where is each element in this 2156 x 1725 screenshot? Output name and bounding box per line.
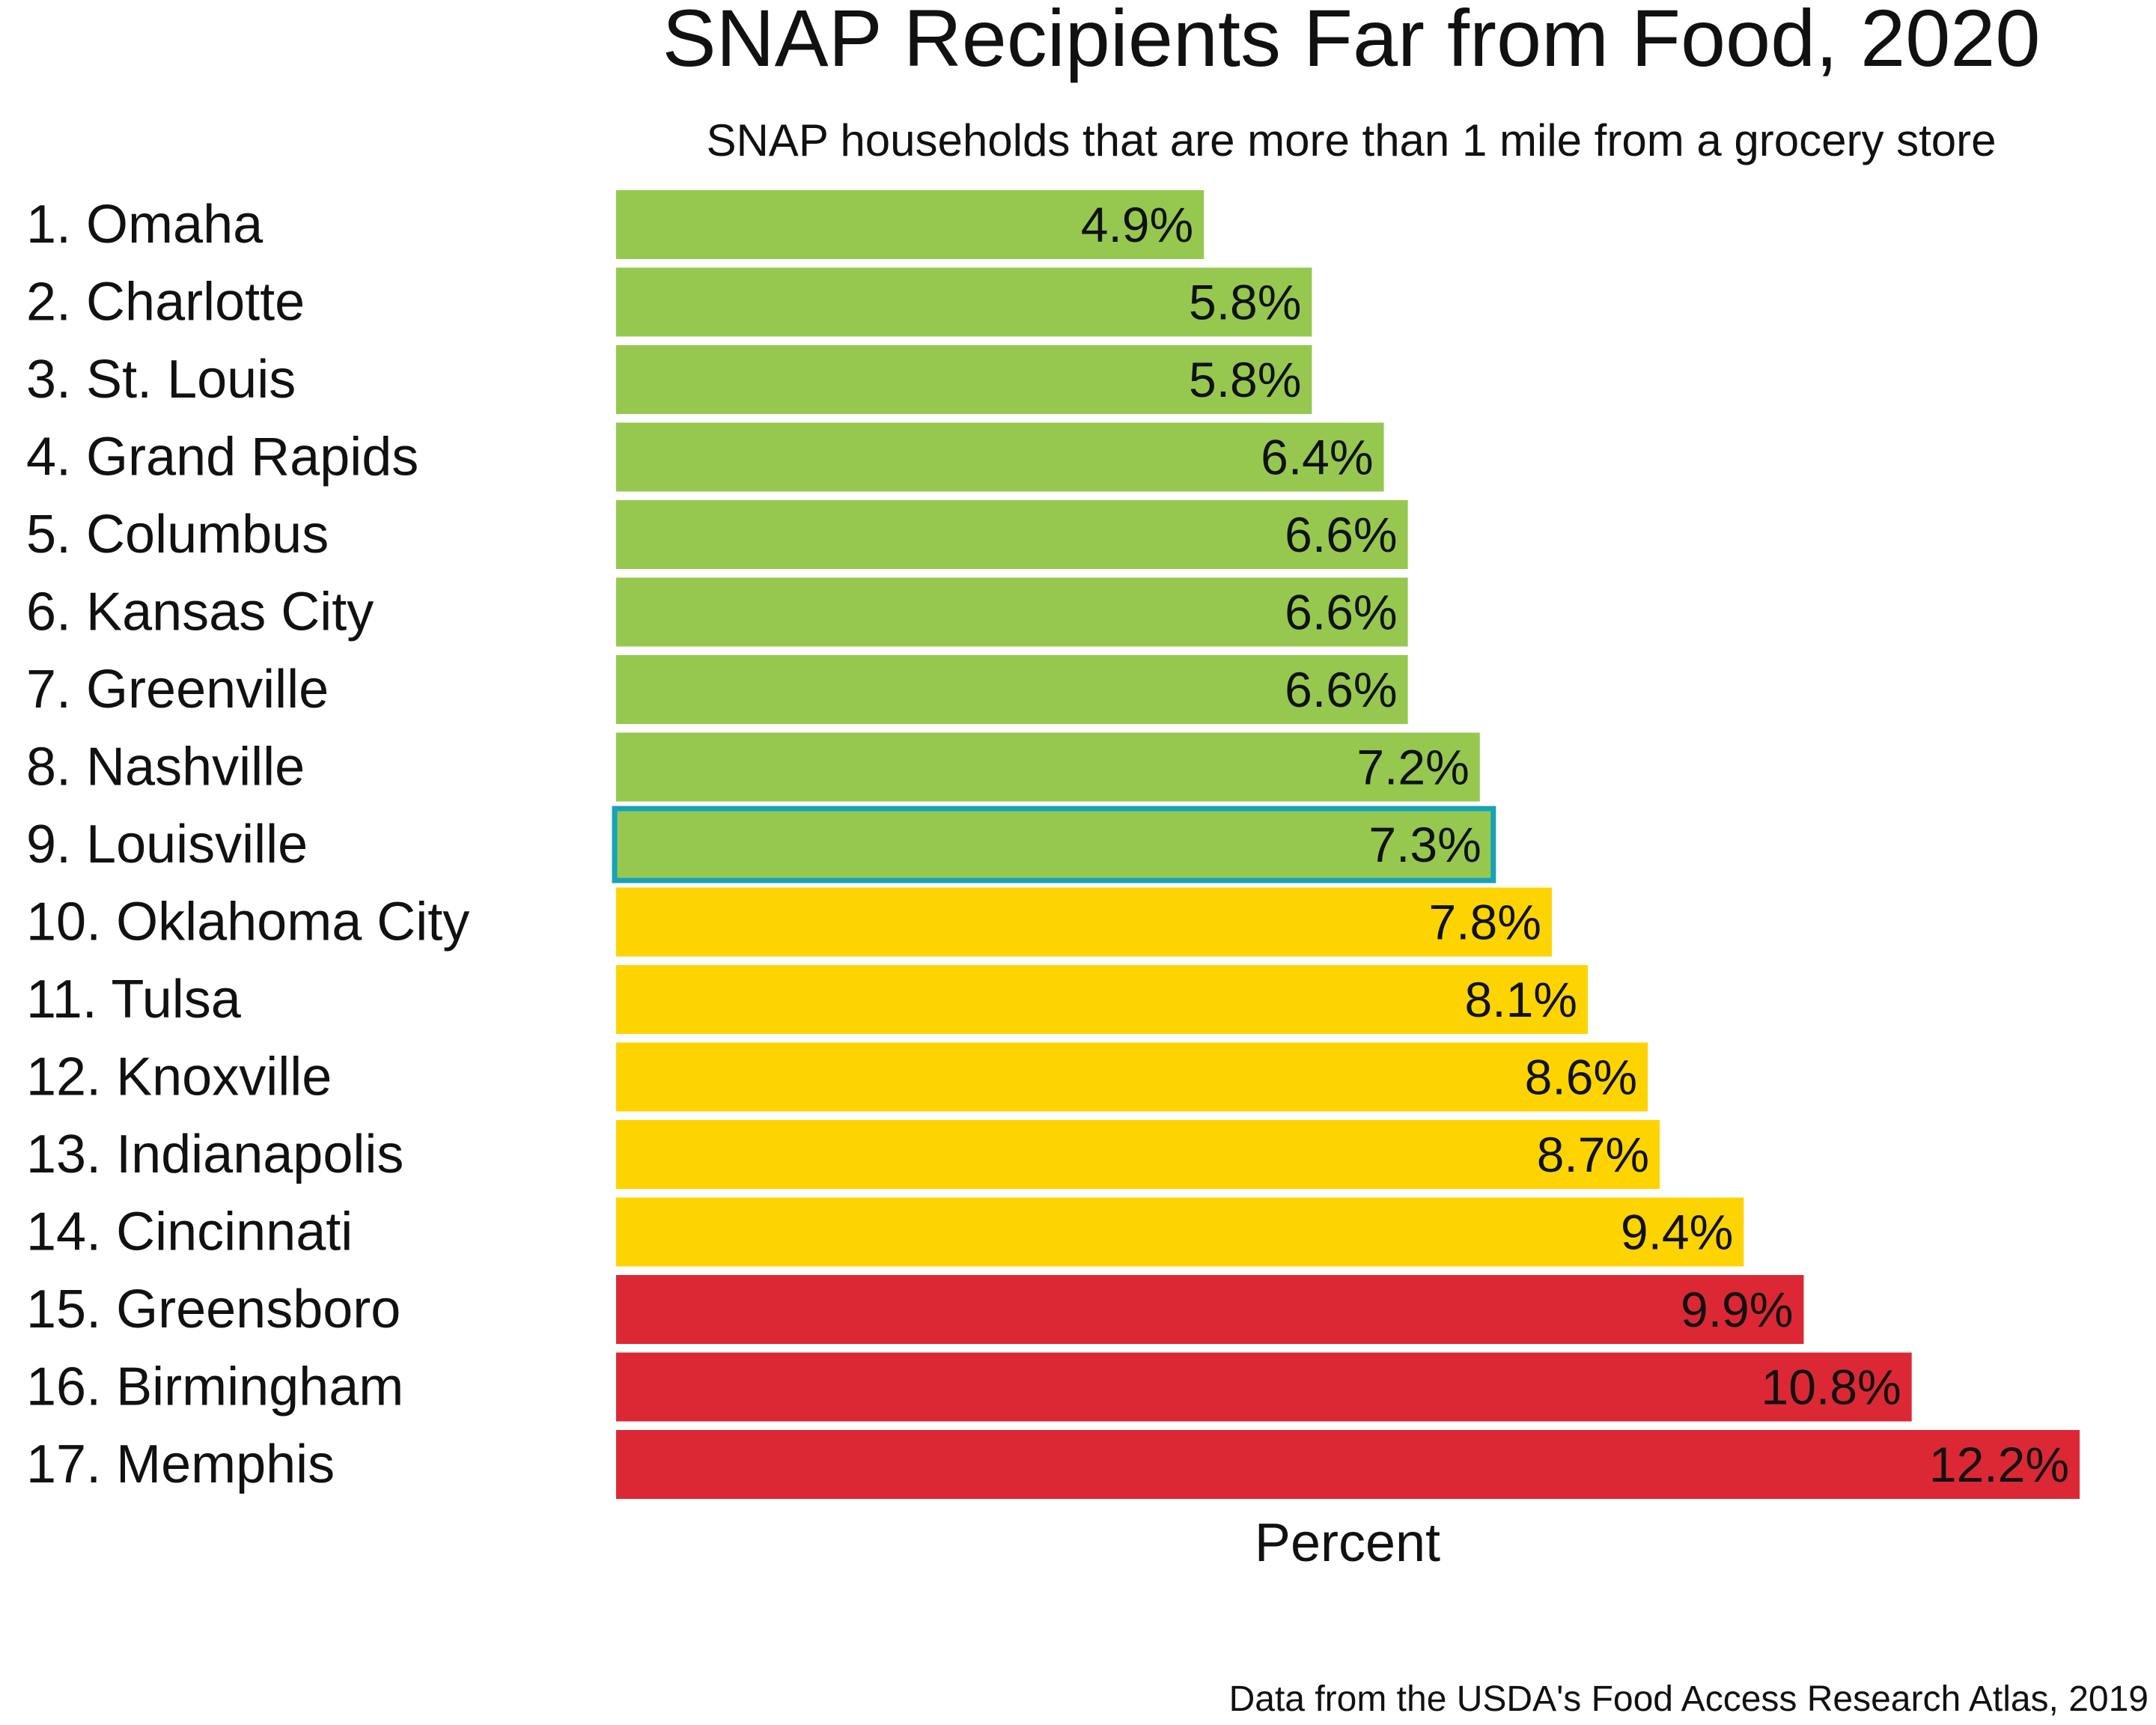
bar-11 [616,965,1588,1034]
category-label-17: 17. Memphis [26,1435,335,1494]
bar-16 [616,1352,1912,1422]
category-label-9: 9. Louisville [26,815,308,874]
value-label-7: 6.6% [1285,662,1397,717]
value-label-5: 6.6% [1285,507,1397,562]
category-labels-group: 1. Omaha 2. Charlotte 3. St. Louis 4. Grand… [26,195,469,1494]
value-label-6: 6.6% [1285,585,1397,640]
value-label-17: 12.2% [1929,1437,2069,1492]
category-label-3: 3. St. Louis [26,350,296,410]
category-label-11: 11. Tulsa [26,970,242,1029]
bar-2 [616,267,1312,337]
category-label-4: 4. Grand Rapids [26,428,418,487]
value-label-4: 6.4% [1261,430,1373,485]
value-label-16: 10.8% [1761,1360,1901,1415]
bars-group [612,190,2080,1499]
category-label-1: 1. Omaha [26,195,264,255]
bar-17 [616,1430,2080,1499]
bar-4 [616,422,1384,492]
category-label-2: 2. Charlotte [26,273,305,332]
value-label-10: 7.8% [1428,895,1541,950]
value-label-12: 8.6% [1525,1050,1637,1105]
value-label-8: 7.2% [1356,740,1469,795]
category-label-14: 14. Cincinnati [26,1202,353,1262]
chart-title: SNAP Recipients Far from Food, 2020 [663,0,2041,83]
bar-5 [616,500,1408,569]
value-label-1: 4.9% [1081,197,1193,252]
bar-7 [616,655,1408,724]
value-label-3: 5.8% [1189,352,1301,407]
value-label-9: 7.3% [1368,817,1481,872]
bar-14 [616,1197,1744,1267]
x-axis-label: Percent [1255,1513,1440,1573]
value-labels-group: 4.9% 5.8% 5.8% 6.4% 6.6% 6.6% 6.6% 7.2% 7.3% 7.8%… [1081,197,2069,1492]
chart-subtitle: SNAP households that are more than 1 mil… [706,115,1996,165]
bar-15 [616,1275,1804,1344]
bar-1 [616,190,1205,259]
source-note: Data from the USDA's Food Access Researc… [1229,1679,2149,1719]
value-label-2: 5.8% [1189,275,1301,330]
category-label-8: 8. Nashville [26,737,305,797]
category-label-15: 15. Greensboro [26,1280,401,1339]
category-label-7: 7. Greenville [26,660,329,719]
value-label-13: 8.7% [1537,1127,1649,1182]
category-label-16: 16. Birmingham [26,1357,404,1417]
bar-13 [616,1120,1660,1189]
category-label-13: 13. Indianapolis [26,1125,404,1184]
category-label-6: 6. Kansas City [26,582,374,642]
highlight-outline [612,806,1496,883]
value-label-15: 9.9% [1681,1282,1793,1337]
bar-8 [616,732,1480,802]
bar-9 [616,810,1492,879]
bar-6 [616,577,1408,647]
category-label-12: 12. Knoxville [26,1047,332,1107]
value-label-11: 8.1% [1465,972,1577,1027]
category-label-5: 5. Columbus [26,505,329,565]
bar-3 [616,345,1312,414]
category-label-10: 10. Oklahoma City [26,892,469,952]
bar-10 [616,887,1552,957]
value-label-14: 9.4% [1621,1205,1733,1260]
bar-12 [616,1042,1648,1112]
